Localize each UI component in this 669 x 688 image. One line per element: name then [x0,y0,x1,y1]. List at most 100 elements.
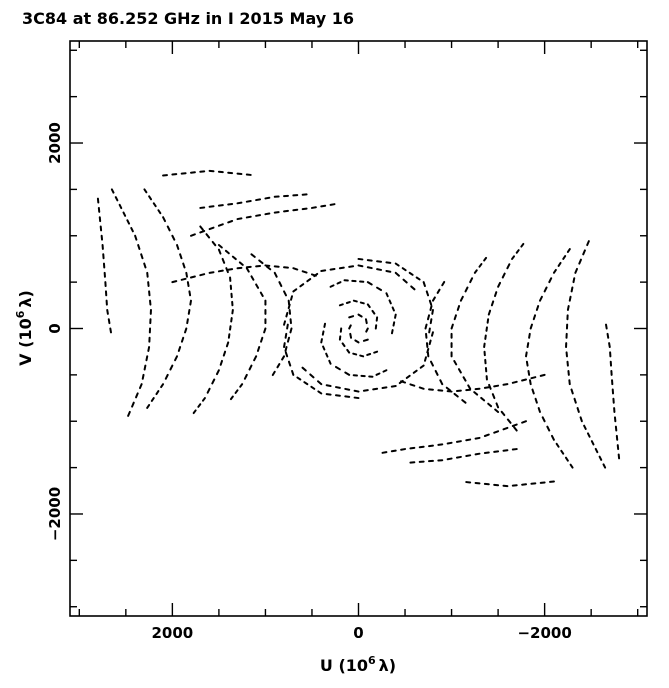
uv-point [227,268,234,271]
uv-point [382,369,388,373]
uv-point [405,374,411,379]
uv-point [583,424,587,430]
uv-point [366,303,371,309]
uv-point [146,404,151,409]
uv-point [135,392,139,399]
uv-point [290,295,294,301]
axis-ticks [70,41,647,616]
uv-point [208,271,215,274]
uv-point [495,402,500,409]
uv-point [109,327,112,334]
uv-point [548,277,553,284]
uv-point [459,295,464,302]
uv-point [160,383,165,389]
uv-point [456,305,461,311]
uv-point [461,399,467,404]
uv-point [286,323,289,330]
uv-point [250,253,256,258]
uv-point [301,270,308,274]
uv-point [140,253,144,260]
uv-point [506,418,512,424]
uv-point [336,281,342,285]
uv-point [390,329,394,335]
uv-point [273,271,278,278]
uv-point [362,338,369,342]
uv-point [303,381,309,386]
uv-point [352,299,358,303]
uv-point [130,227,134,233]
uv-point [283,342,286,349]
uv-point [291,369,295,376]
uv-point [245,215,252,219]
uv-point [320,204,327,208]
uv-point [535,305,540,311]
uv-point [467,384,472,390]
uv-point [250,275,255,281]
y-axis-label-text: V (10 [16,318,35,366]
uv-point [345,301,351,304]
uv-point [415,276,421,281]
x-tick-label: 2000 [151,624,193,642]
uv-point [582,249,586,256]
uv-point [310,206,317,209]
uv-point [426,314,431,321]
uv-point [521,420,528,424]
uv-point [357,313,363,318]
uv-point [253,355,258,362]
uv-point [152,202,157,208]
uv-point [493,430,500,434]
uv-point [543,286,548,293]
uv-point [317,390,323,395]
uv-point [258,259,264,265]
uv-point [502,383,509,386]
x-axis-label: U (106 λ) [320,654,396,675]
uv-point [453,360,458,366]
uv-point [464,286,469,293]
uv-point [357,264,364,268]
uv-point [138,383,143,390]
uv-point [520,242,525,248]
uv-point [488,383,492,390]
uv-point [284,351,289,358]
y-tick-label: 0 [46,323,64,333]
uv-point [211,378,216,385]
uv-point [493,384,500,388]
uv-point [349,332,353,339]
uv-point [278,281,283,288]
uv-point [338,303,344,307]
uv-point [534,397,538,404]
uv-point [321,330,325,336]
uv-point [594,447,599,454]
uv-point [186,318,189,325]
uv-point [309,373,315,379]
uv-point [110,188,115,194]
uv-point [526,342,530,349]
uv-point [217,244,223,249]
uv-point [446,441,453,445]
uv-point [422,281,426,288]
uv-point [245,199,252,203]
uv-point [180,277,187,281]
uv-point [390,385,397,388]
uv-point [185,271,188,278]
uv-point [602,463,607,469]
uv-point [171,280,178,284]
uv-point [385,292,389,298]
uv-point [348,315,355,319]
uv-point [256,346,261,352]
uv-point [283,290,288,297]
uv-point [501,272,506,279]
uv-point [402,278,408,284]
uv-point [450,323,454,330]
uv-point [425,290,430,297]
uv-point [260,336,264,343]
uv-point [180,336,185,343]
y-tick-label: 2000 [46,122,64,164]
uv-point [494,408,500,413]
uv-point [423,356,427,362]
uv-point [236,217,243,221]
uv-point [527,369,531,376]
uv-point [552,268,557,274]
y-axis-label-exponent: 6 [14,310,27,318]
uv-point [541,416,546,423]
